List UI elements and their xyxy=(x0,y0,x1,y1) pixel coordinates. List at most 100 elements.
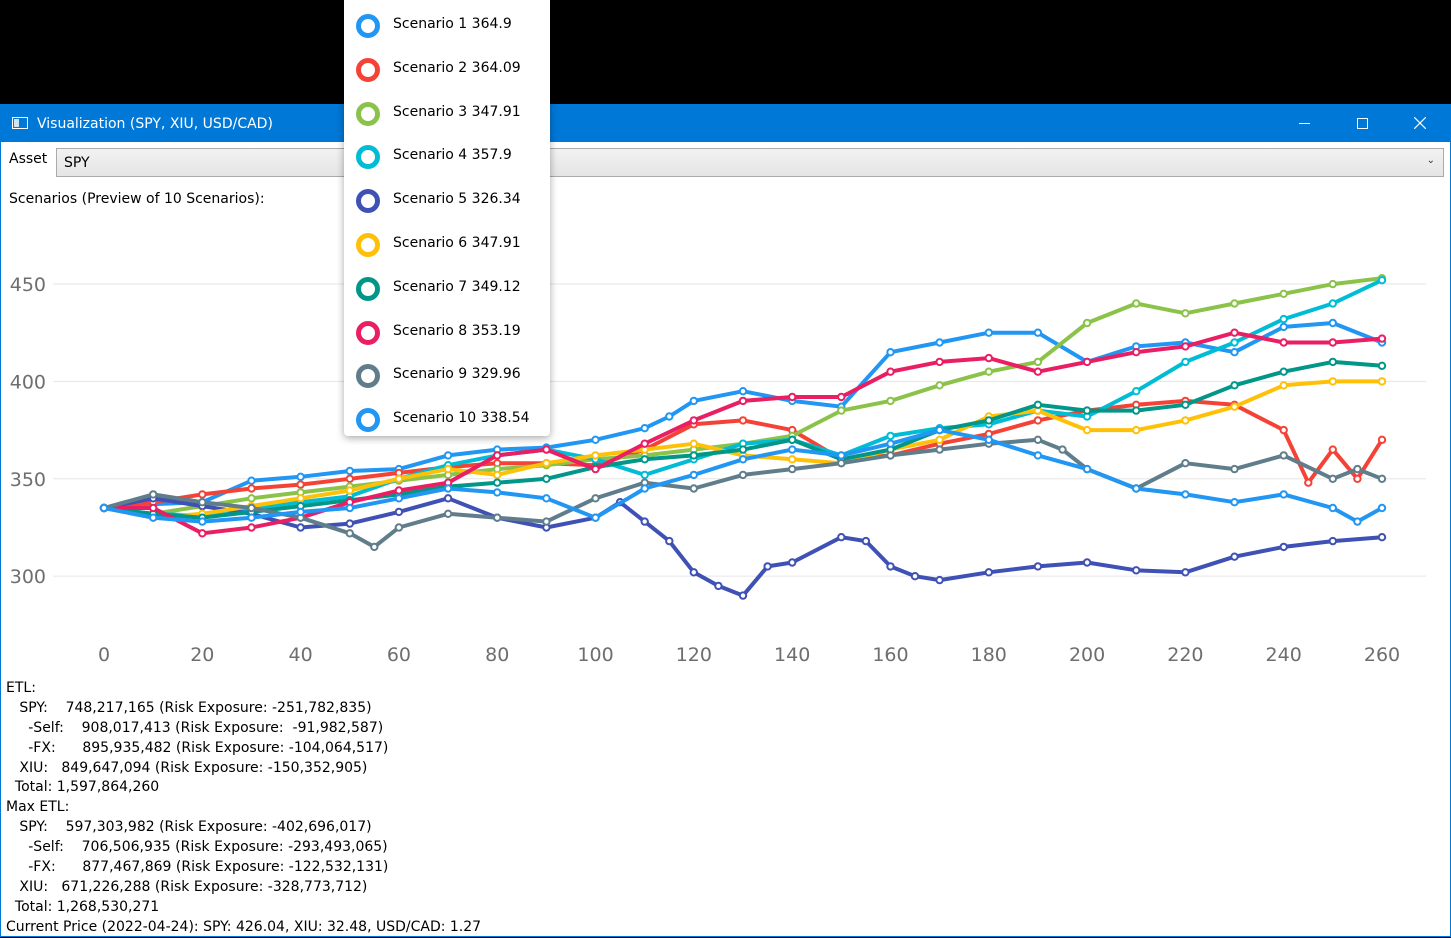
series-point xyxy=(99,503,109,513)
legend-label: Scenario 1 364.9 xyxy=(393,16,512,32)
series-point xyxy=(689,439,698,448)
series-point xyxy=(542,494,551,503)
y-tick-label: 350 xyxy=(10,469,46,491)
stat-line: -Self: 908,017,413 (Risk Exposure: -91,9… xyxy=(6,719,384,736)
stat-line: XIU: 671,226,288 (Risk Exposure: -328,77… xyxy=(6,878,368,895)
y-tick-label: 450 xyxy=(10,274,46,296)
series-point xyxy=(886,562,895,571)
series-point xyxy=(1304,478,1313,487)
series-point xyxy=(984,328,993,337)
series-point xyxy=(640,455,649,464)
series-point xyxy=(738,396,748,406)
series-point xyxy=(1132,566,1141,575)
legend-item: Scenario 5 326.34 xyxy=(344,185,550,215)
series-point xyxy=(198,498,207,507)
series-point xyxy=(935,575,944,585)
legend-color-marker xyxy=(356,101,380,126)
series-point xyxy=(910,572,920,581)
close-button[interactable] xyxy=(1391,105,1449,142)
series-point xyxy=(247,513,256,522)
x-tick-label: 200 xyxy=(1069,644,1105,666)
series-point xyxy=(247,476,256,485)
series-point xyxy=(1181,357,1190,367)
series-point xyxy=(665,412,674,421)
legend-item: Scenario 1 364.9 xyxy=(344,10,550,40)
series-point xyxy=(345,486,354,495)
series-line xyxy=(102,321,1384,510)
series-point xyxy=(1033,400,1043,410)
legend-color-marker xyxy=(356,408,380,433)
series-point xyxy=(493,478,502,487)
series-point xyxy=(1279,542,1288,552)
asset-dropdown[interactable]: SPY ⌄ xyxy=(56,148,1444,177)
series-point xyxy=(689,416,698,425)
legend-item: Scenario 2 364.09 xyxy=(344,54,550,84)
series-point xyxy=(542,474,551,483)
maximize-button[interactable] xyxy=(1333,105,1391,142)
series-point xyxy=(443,484,453,493)
legend-color-marker xyxy=(356,145,380,170)
series-point xyxy=(247,523,256,532)
legend-item: Scenario 7 349.12 xyxy=(344,273,550,303)
scenarios-label: Scenarios (Preview of 10 Scenarios): xyxy=(9,191,265,207)
legend-color-marker xyxy=(356,14,380,38)
asset-label: Asset xyxy=(9,151,48,167)
series-point xyxy=(861,536,871,546)
x-tick-label: 40 xyxy=(289,644,313,666)
series-point xyxy=(1230,299,1239,308)
series-point xyxy=(984,568,993,577)
x-tick-label: 0 xyxy=(98,644,110,666)
series-point xyxy=(1279,289,1288,299)
series-point xyxy=(837,459,846,468)
series-point xyxy=(1377,361,1387,371)
series-point xyxy=(788,392,797,402)
series-point xyxy=(689,396,698,406)
series-point xyxy=(149,503,158,513)
series-point xyxy=(935,435,944,445)
series-point xyxy=(1328,299,1338,308)
legend-label: Scenario 4 357.9 xyxy=(393,147,512,164)
minimize-button[interactable] xyxy=(1275,105,1333,142)
series-point xyxy=(493,488,502,497)
series-point xyxy=(788,435,797,445)
close-icon xyxy=(1414,117,1426,129)
asset-selected-value: SPY xyxy=(64,155,90,171)
title-bar[interactable]: Visualization (SPY, XIU, USD/CAD) xyxy=(1,105,1450,142)
series-point xyxy=(1132,425,1141,435)
series-point xyxy=(394,486,404,495)
series-point xyxy=(1082,425,1092,435)
series-point xyxy=(665,536,674,546)
stat-line: -FX: 895,935,482 (Risk Exposure: -104,06… xyxy=(6,739,389,756)
series-point xyxy=(935,338,944,347)
series-point xyxy=(1230,328,1239,337)
series-point xyxy=(1328,503,1338,513)
series-point xyxy=(296,472,305,481)
series-point xyxy=(443,451,453,460)
series-point xyxy=(247,484,256,493)
series-point xyxy=(394,474,404,483)
series-point xyxy=(198,517,207,526)
chevron-down-icon: ⌄ xyxy=(1426,155,1435,166)
series-point xyxy=(837,451,846,460)
stat-line: Total: 1,268,530,271 xyxy=(6,898,160,915)
series-point xyxy=(1082,464,1092,474)
stat-line: XIU: 849,647,094 (Risk Exposure: -150,35… xyxy=(6,759,368,776)
stat-line: SPY: 597,303,982 (Risk Exposure: -402,69… xyxy=(6,819,372,836)
legend-label: Scenario 5 326.34 xyxy=(393,191,521,208)
scenario-line-chart: 300 350 400 450 0 20 40 60 80 100 120 140 160 180 200 2… xyxy=(10,274,1426,666)
series-point xyxy=(247,494,256,503)
y-tick-label: 300 xyxy=(10,566,46,588)
series-point xyxy=(714,581,723,591)
series-point xyxy=(591,451,600,460)
series-point xyxy=(1181,490,1190,499)
series-point xyxy=(493,451,502,460)
series-point xyxy=(788,445,797,454)
series-point xyxy=(1058,445,1067,454)
maximize-icon xyxy=(1357,118,1368,129)
series-point xyxy=(1082,357,1092,367)
legend-item: Scenario 4 357.9 xyxy=(344,141,550,171)
series-point xyxy=(1181,342,1190,351)
legend-label: Scenario 10 338.54 xyxy=(393,410,530,427)
series-point xyxy=(935,445,944,454)
series-point xyxy=(689,451,698,460)
